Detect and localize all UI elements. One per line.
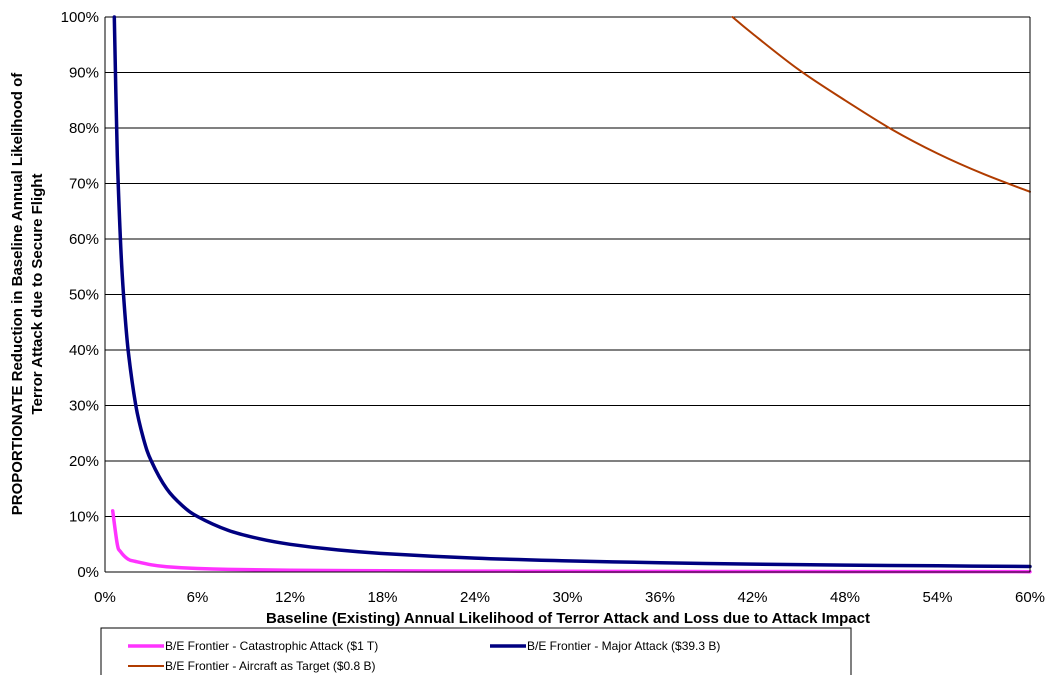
y-axis-title-line-1: PROPORTIONATE Reduction in Baseline Annu… (9, 72, 26, 516)
gridlines (105, 16, 1030, 573)
y-tick-label: 90% (69, 65, 99, 82)
y-tick-label: 20% (69, 453, 99, 470)
y-axis-title-line-2: Terror Attack due to Secure Flight (29, 174, 46, 415)
x-tick-label: 54% (922, 589, 952, 606)
x-tick-label: 24% (460, 589, 490, 606)
legend-label-3: B/E Frontier - Aircraft as Target ($0.8 … (165, 659, 376, 673)
x-tick-labels: 0% 6% 12% 18% 24% 30% 36% 42% 48% 54% 60% (94, 589, 1045, 606)
y-axis-title: PROPORTIONATE Reduction in Baseline Annu… (9, 72, 46, 516)
x-tick-label: 6% (187, 589, 209, 606)
x-tick-label: 60% (1015, 589, 1045, 606)
y-tick-label: 40% (69, 342, 99, 359)
x-tick-label: 48% (830, 589, 860, 606)
y-tick-label: 60% (69, 231, 99, 248)
y-tick-labels: 0% 10% 20% 30% 40% 50% 60% 70% 80% 90% 100% (61, 9, 99, 581)
x-axis-title: Baseline (Existing) Annual Likelihood of… (266, 610, 870, 627)
legend-label-1: B/E Frontier - Catastrophic Attack ($1 T… (165, 639, 378, 653)
y-tick-label: 0% (77, 564, 99, 581)
x-tick-label: 42% (737, 589, 767, 606)
y-tick-label: 70% (69, 176, 99, 193)
x-tick-label: 36% (645, 589, 675, 606)
y-tick-label: 30% (69, 398, 99, 415)
legend-box (100, 627, 852, 675)
x-tick-label: 30% (552, 589, 582, 606)
y-tick-label: 80% (69, 120, 99, 137)
series-line-2 (112, 15, 1032, 569)
y-tick-label: 10% (69, 509, 99, 526)
x-tick-label: 0% (94, 589, 116, 606)
legend-label-2: B/E Frontier - Major Attack ($39.3 B) (527, 639, 720, 653)
y-tick-label: 100% (61, 9, 99, 26)
legend: B/E Frontier - Catastrophic Attack ($1 T… (100, 627, 852, 675)
y-tick-label: 50% (69, 287, 99, 304)
x-tick-label: 12% (275, 589, 305, 606)
axes (104, 17, 1031, 573)
x-tick-label: 18% (367, 589, 397, 606)
series-line-3 (731, 16, 1031, 193)
